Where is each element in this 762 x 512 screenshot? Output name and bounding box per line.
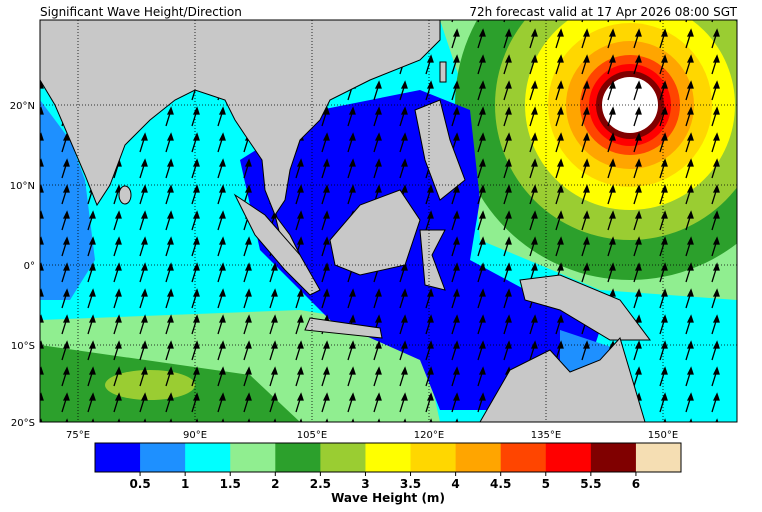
lon-label: 75°E [66, 430, 90, 441]
lat-labels: 20°N 10°N 0° 10°S 20°S [10, 101, 35, 429]
colorbar-swatch [500, 443, 547, 472]
colorbar-swatch [365, 443, 412, 472]
colorbar-swatch [590, 443, 637, 472]
colorbar-frame [94, 442, 682, 473]
colorbar-tick-label: 4.5 [490, 477, 511, 491]
title: Significant Wave Height/Direction [40, 5, 242, 19]
lat-label: 20°S [11, 418, 35, 429]
colorbar-tick-label: 2 [271, 477, 279, 491]
land [40, 20, 651, 422]
colorbar-tick-label: 6 [632, 477, 640, 491]
colorbar: 0.5 1 1.5 2 2.5 3 3.5 4 4.5 5 5.5 6 [94, 442, 682, 491]
colorbar-swatch [320, 443, 366, 472]
map-frame [39, 19, 738, 423]
lat-label: 10°S [11, 341, 35, 352]
colorbar-tick-label: 3 [361, 477, 369, 491]
lat-label: 10°N [10, 181, 35, 192]
colorbar-tick-label: 5.5 [580, 477, 601, 491]
colorbar-swatch [545, 443, 592, 472]
colorbar-label: Wave Height (m) [331, 491, 445, 505]
lon-label: 90°E [183, 430, 207, 441]
colorbar-tick-label: 3.5 [400, 477, 421, 491]
colorbar-swatch [455, 443, 502, 472]
colorbar-swatch [140, 443, 186, 472]
map [40, 20, 737, 422]
colorbar-swatch [275, 443, 321, 472]
colorbar-swatch [95, 443, 141, 472]
lon-label: 150°E [648, 430, 678, 441]
lat-label: 0° [24, 261, 35, 272]
colorbar-tick-label: 4 [451, 477, 459, 491]
lat-label: 20°N [10, 101, 35, 112]
colorbar-tick-label: 1 [181, 477, 189, 491]
colorbar-tick-label: 0.5 [129, 477, 150, 491]
lon-label: 120°E [414, 430, 444, 441]
valid-time: 72h forecast valid at 17 Apr 2026 08:00 … [469, 5, 737, 19]
colorbar-swatch [635, 443, 682, 472]
colorbar-tick-label: 5 [542, 477, 550, 491]
colorbar-swatch [185, 443, 231, 472]
lon-label: 135°E [531, 430, 561, 441]
colorbar-swatch [230, 443, 276, 472]
colorbar-swatch [410, 443, 457, 472]
lon-label: 105°E [297, 430, 327, 441]
colorbar-tick-label: 1.5 [220, 477, 241, 491]
lon-labels: 75°E 90°E 105°E 120°E 135°E 150°E [66, 430, 678, 441]
colorbar-tick-label: 2.5 [310, 477, 331, 491]
graticule [40, 20, 737, 422]
